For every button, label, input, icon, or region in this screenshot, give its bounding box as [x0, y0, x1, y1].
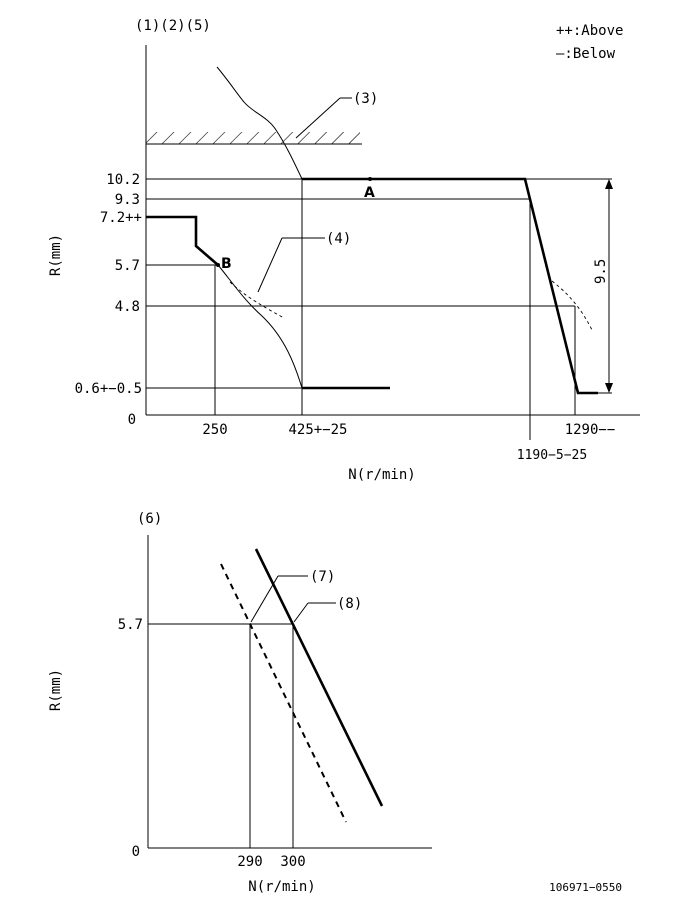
speed-curve-upper [216, 66, 303, 180]
idle-curve [217, 264, 303, 389]
callout-8: (8) [337, 596, 362, 612]
dimension-arrow-top [605, 179, 613, 189]
leader-3 [295, 97, 341, 139]
header-label-6: (6) [137, 511, 162, 527]
diagram-top: (1)(2)(5) ++:Above —:Below (3) [48, 18, 640, 483]
start-curve [146, 215, 219, 266]
footer-code: 106971−0550 [549, 881, 622, 894]
leader-4 [257, 237, 283, 293]
dashed-curve-4 [229, 281, 285, 319]
callout-3: (3) [353, 91, 378, 107]
dimension-arrow-bottom [605, 383, 613, 393]
x-tick-250: 250 [202, 422, 227, 438]
point-a-label: A [364, 185, 375, 201]
point-b-label: B [221, 256, 232, 272]
solid-line-8 [254, 548, 384, 807]
y-tick-0-6: 0.6+−0.5 [75, 381, 142, 397]
x-tick-425: 425+−25 [288, 422, 347, 438]
y-tick-4-8: 4.8 [115, 299, 140, 315]
y-axis-title-bottom: R(mm) [48, 669, 64, 711]
legend-above: ++:Above [556, 23, 623, 39]
origin-label-top: 0 [128, 412, 136, 428]
y-tick-10-2: 10.2 [106, 172, 140, 188]
dimension-label: 9.5 [593, 259, 609, 284]
leader-8 [293, 602, 309, 623]
dashed-line-7 [220, 563, 347, 823]
stopper-hatch [146, 132, 360, 144]
origin-label-bottom: 0 [132, 844, 140, 860]
y-tick-7-2: 7.2++ [100, 210, 142, 226]
y-tick-9-3: 9.3 [115, 192, 140, 208]
y-tick-5-7-bottom: 5.7 [118, 617, 143, 633]
x-axis-title-top: N(r/min) [348, 467, 415, 483]
y-tick-5-7: 5.7 [115, 258, 140, 274]
x-axis-title-bottom: N(r/min) [248, 879, 315, 895]
x-tick-290: 290 [237, 854, 262, 870]
callout-7: (7) [310, 569, 335, 585]
leader-7 [250, 575, 279, 623]
header-label-125: (1)(2)(5) [135, 18, 211, 34]
full-load-line [302, 177, 598, 395]
dashed-curve-right [551, 280, 593, 331]
x-tick-1290: 1290−− [565, 422, 616, 438]
callout-4: (4) [326, 231, 351, 247]
x-tick-1190: 1190−5−25 [517, 448, 587, 463]
point-b-marker [216, 263, 220, 267]
diagram-bottom: (6) (7) (8) 5.7 0 290 300 R(mm) N(r/min) [48, 511, 432, 895]
y-axis-title-top: R(mm) [48, 234, 64, 276]
point-a-marker [368, 177, 372, 181]
legend-below: —:Below [556, 46, 616, 62]
x-tick-300: 300 [280, 854, 305, 870]
